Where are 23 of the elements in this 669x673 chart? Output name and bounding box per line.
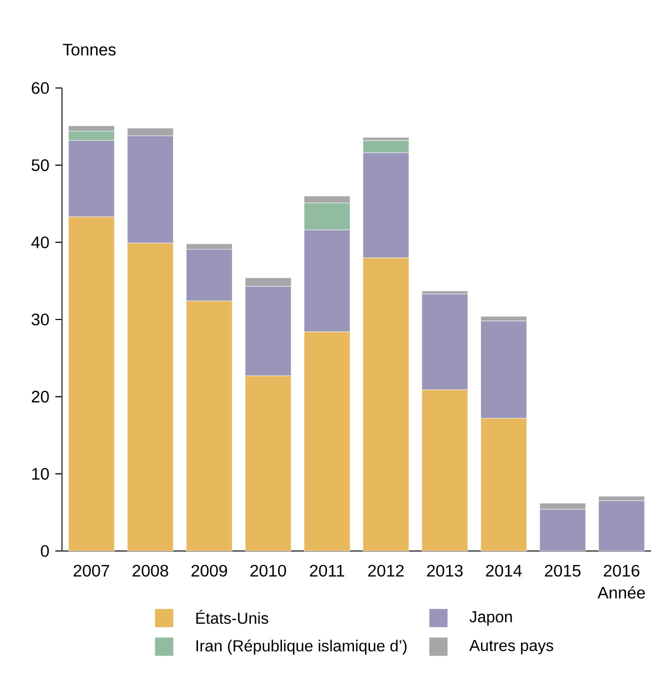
x-tick-label: 2008 [132,564,168,577]
y-tick-label: 0 [40,545,49,557]
x-tick-label: 2014 [486,564,522,577]
y-tick-label: 50 [32,159,49,172]
y-tick-label: 10 [32,468,49,480]
legend-label: Japon [470,611,512,626]
legend-label: Autres pays [469,640,554,654]
x-tick-label: 2009 [192,564,228,577]
x-axis-title: Année [598,586,645,599]
x-tick-label: 2007 [74,564,110,577]
x-tick-label: 2010 [250,564,286,577]
legend-label: États-Unis [196,610,268,624]
y-tick-label: 40 [31,236,49,248]
x-tick-label: 2012 [368,564,404,577]
legend-label: Iran (République islamique d’) [196,640,407,655]
x-tick-label: 2013 [427,564,463,577]
x-tick-label: 2015 [544,564,580,577]
y-axis-title: Tonnes [62,44,116,56]
y-tick-label: 60 [32,82,49,94]
x-tick-label: 2016 [604,564,640,577]
y-tick-label: 20 [32,390,49,403]
y-tick-label: 30 [32,314,49,326]
x-tick-label: 2011 [310,564,344,577]
